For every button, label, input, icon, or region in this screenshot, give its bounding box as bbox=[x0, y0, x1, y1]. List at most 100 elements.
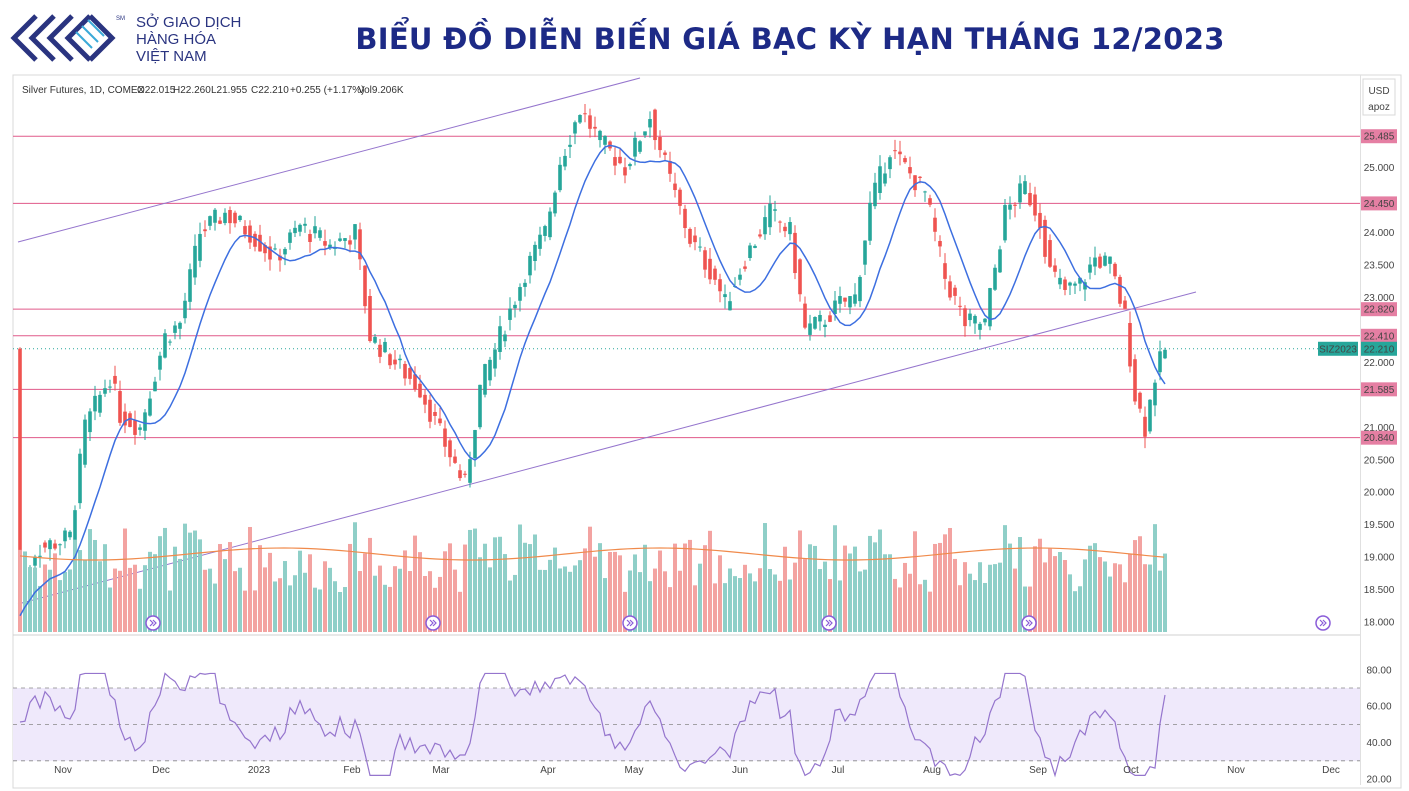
candle-body bbox=[248, 225, 252, 243]
volume-bar bbox=[1163, 553, 1167, 632]
legend-close: C22.210 bbox=[251, 85, 289, 96]
scale-box[interactable]: USD apoz bbox=[1362, 78, 1396, 116]
candle-body bbox=[583, 113, 587, 115]
candle-body bbox=[88, 411, 92, 433]
volume-bar bbox=[403, 550, 407, 632]
level-label-box bbox=[1361, 129, 1397, 144]
volume-bar bbox=[143, 565, 147, 632]
candle-body bbox=[1073, 283, 1077, 286]
currency-label: USD bbox=[1368, 86, 1389, 97]
volume-bar bbox=[198, 539, 202, 632]
candle-body bbox=[718, 279, 722, 292]
candle-body bbox=[888, 157, 892, 170]
candle-body bbox=[423, 394, 427, 405]
event-arrow-icon bbox=[149, 619, 157, 627]
candle-body bbox=[613, 157, 617, 166]
volume-bar bbox=[428, 571, 432, 632]
scale-mode-label[interactable]: apoz bbox=[1368, 102, 1390, 113]
volume-bar bbox=[548, 559, 552, 632]
candle-body bbox=[1163, 349, 1167, 359]
volume-bar bbox=[243, 590, 247, 632]
volume-bar bbox=[153, 554, 157, 632]
volume-bar bbox=[968, 573, 972, 632]
candle-body bbox=[1018, 183, 1022, 203]
volume-bar bbox=[98, 561, 102, 632]
volume-bar bbox=[753, 581, 757, 632]
legend-volume: Vol9.206K bbox=[358, 85, 404, 96]
volume-bar bbox=[903, 562, 907, 632]
volume-bar bbox=[1038, 538, 1042, 632]
candle-body bbox=[638, 141, 642, 152]
candle-body bbox=[223, 212, 227, 224]
candle-body bbox=[633, 137, 637, 157]
volume-bar bbox=[698, 563, 702, 632]
symbol-tag: SIZ2023 bbox=[1319, 344, 1357, 355]
candle-body bbox=[228, 210, 232, 224]
volume-bar bbox=[348, 543, 352, 632]
event-arrow-icon bbox=[626, 619, 634, 627]
volume-bar bbox=[498, 536, 502, 632]
candle-body bbox=[193, 245, 197, 278]
candle-body bbox=[168, 341, 172, 343]
volume-bar bbox=[238, 567, 242, 632]
volume-bar bbox=[68, 569, 72, 632]
volume-bar bbox=[888, 554, 892, 632]
volume-bar bbox=[653, 568, 657, 632]
candle-body bbox=[698, 246, 702, 248]
volume-bar bbox=[533, 534, 537, 632]
volume-bar bbox=[683, 543, 687, 632]
volume-bar bbox=[828, 579, 832, 632]
volume-bar bbox=[168, 590, 172, 632]
price-chart[interactable]: 25.485 24.450 22.820 22.410 21.585 20.840 25.0… bbox=[0, 72, 1409, 791]
candle-body bbox=[878, 166, 882, 193]
candle-body bbox=[328, 244, 332, 249]
candle-body bbox=[123, 411, 127, 426]
candle-body bbox=[408, 368, 412, 379]
volume-bar bbox=[953, 558, 957, 632]
volume-bar bbox=[623, 591, 627, 632]
candle-body bbox=[963, 308, 967, 327]
candle-body bbox=[1058, 277, 1062, 285]
candle-body bbox=[848, 296, 852, 308]
volume-bar bbox=[443, 551, 447, 632]
volume-bar bbox=[93, 539, 97, 632]
axes: 25.485 24.450 22.820 22.410 21.585 20.840 25.0… bbox=[54, 129, 1397, 786]
volume-bar bbox=[638, 572, 642, 632]
volume-bar bbox=[878, 529, 882, 632]
candle-body bbox=[618, 156, 622, 164]
candle-body bbox=[348, 240, 352, 245]
candle-body bbox=[1138, 392, 1142, 409]
volume-bar bbox=[508, 580, 512, 632]
volume-bar bbox=[253, 590, 257, 632]
candle-body bbox=[873, 182, 877, 207]
candle-body bbox=[323, 241, 327, 246]
candle-body bbox=[983, 318, 987, 323]
x-tick-label: Nov bbox=[54, 765, 72, 776]
volume-bar bbox=[998, 562, 1002, 632]
volume-bar bbox=[483, 543, 487, 632]
candle-body bbox=[1158, 351, 1162, 373]
candle-body bbox=[383, 341, 387, 353]
volume-bar bbox=[108, 587, 112, 632]
candle-body bbox=[988, 288, 992, 327]
x-tick-label: Nov bbox=[1227, 765, 1245, 776]
volume-bar bbox=[438, 576, 442, 632]
candle-body bbox=[508, 308, 512, 320]
candle-body bbox=[533, 244, 537, 262]
candle-body bbox=[378, 344, 382, 357]
volume-bar bbox=[373, 575, 377, 632]
candle-body bbox=[1013, 204, 1017, 206]
y-tick-label: 19.000 bbox=[1364, 553, 1395, 564]
candle-body bbox=[588, 115, 592, 129]
level-label-box bbox=[1361, 430, 1397, 445]
candle-body bbox=[813, 317, 817, 329]
volume-bar bbox=[293, 575, 297, 632]
candle-body bbox=[173, 325, 177, 333]
candle-body bbox=[643, 131, 647, 136]
volume-bar bbox=[538, 569, 542, 632]
candle-body bbox=[1028, 192, 1032, 206]
volume-bar bbox=[573, 565, 577, 632]
volume-bar bbox=[1158, 570, 1162, 632]
volume-bar bbox=[1148, 564, 1152, 632]
volume-bar bbox=[383, 584, 387, 632]
